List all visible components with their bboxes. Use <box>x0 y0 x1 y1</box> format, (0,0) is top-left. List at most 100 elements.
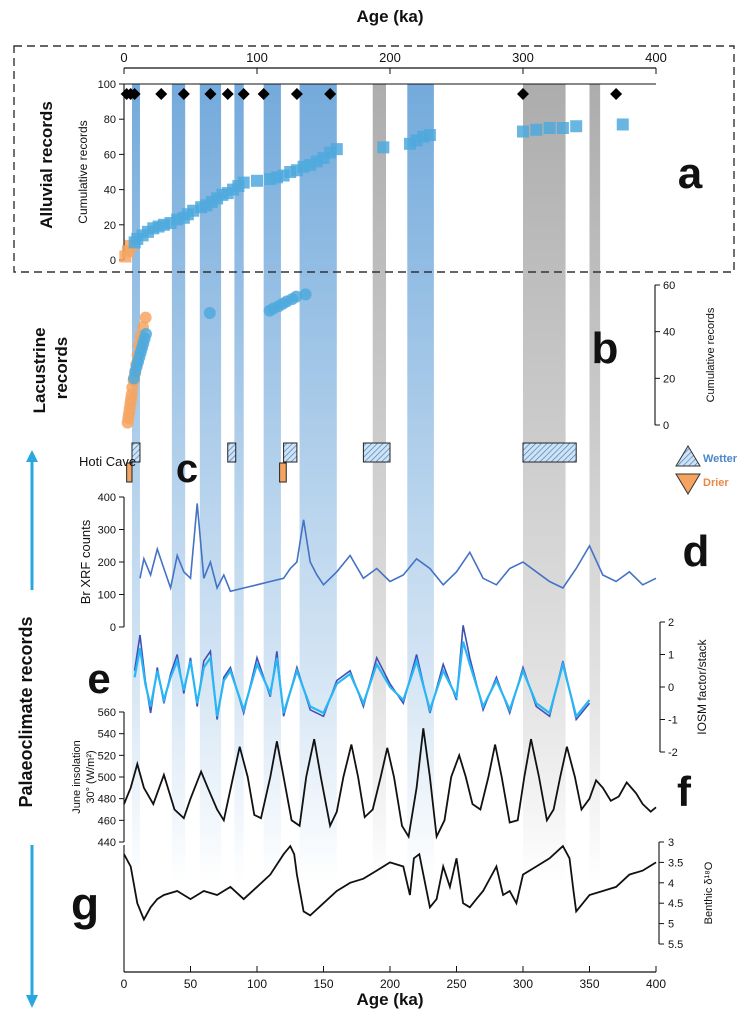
y-tick-label-b: 60 <box>663 280 675 292</box>
alluvial-record-point <box>556 122 569 134</box>
lacustrine-section-label: Lacustrine records <box>30 323 71 414</box>
y-tick-label-a: 40 <box>104 185 116 197</box>
bottom-axis-tick-label: 200 <box>380 977 400 991</box>
y-tick-label-e: 1 <box>668 650 674 662</box>
y-tick-label-g: 3 <box>668 837 674 849</box>
y-tick-label-d: 0 <box>110 622 116 634</box>
alluvial-record-point <box>330 143 343 156</box>
panel-letter-d: d <box>683 527 710 576</box>
iosm-y-label: IOSM factor/stack <box>695 638 709 734</box>
iosm-stack-line <box>133 641 591 719</box>
y-tick-label-f: 520 <box>98 750 116 762</box>
alluvial-record-point <box>517 125 529 138</box>
y-tick-label-d: 300 <box>98 525 116 537</box>
hoti-wetter-interval <box>227 442 237 463</box>
y-tick-label-e: 2 <box>668 617 674 629</box>
y-tick-label-f: 500 <box>98 772 116 784</box>
alluvial-section-label: Alluvial records <box>37 101 56 229</box>
dated-event-diamond <box>610 88 623 100</box>
dry-band <box>523 84 566 884</box>
top-axis-tick-label: 400 <box>645 50 667 65</box>
bottom-axis-tick-label: 300 <box>513 977 533 991</box>
lacustrine-y-label: Cumulative records <box>705 307 717 402</box>
y-tick-label-b: 20 <box>663 373 675 385</box>
bottom-axis-tick-label: 50 <box>184 977 198 991</box>
wet-band <box>299 84 337 884</box>
dated-event-diamond <box>128 88 141 100</box>
hoti-drier-interval <box>279 462 287 483</box>
dated-event-diamond <box>257 88 270 100</box>
wetter-triangle-icon <box>675 445 701 467</box>
y-tick-label-a: 100 <box>98 79 116 91</box>
alluvial-y-label: Cumulative records <box>76 120 90 223</box>
y-tick-label-e: 0 <box>668 682 674 694</box>
panel-letter-e: e <box>87 655 110 702</box>
top-axis-tick-label: 0 <box>120 50 127 65</box>
bottom-axis-tick-label: 400 <box>646 977 666 991</box>
dated-event-diamond <box>221 88 234 100</box>
top-age-axis: 0 100 200 300 400 <box>120 50 667 74</box>
y-tick-label-g: 3.5 <box>668 857 683 869</box>
insolation-series-line <box>123 728 657 840</box>
dated-event-diamond <box>290 88 303 100</box>
alluvial-record-point <box>570 120 583 133</box>
alluvial-record-point <box>616 118 629 131</box>
lacustrine-record-point <box>139 328 152 340</box>
alluvial-record-point <box>237 176 250 189</box>
dated-event-diamond <box>517 88 529 100</box>
panel-letter-b: b <box>592 324 619 373</box>
y-tick-label-f: 560 <box>98 707 116 719</box>
wetter-legend-label: Wetter <box>703 453 738 465</box>
lacustrine-record-point <box>299 288 312 301</box>
dry-band <box>372 84 387 884</box>
climate-bands <box>131 84 601 884</box>
y-tick-label-a: 0 <box>110 255 116 267</box>
bottom-axis-label: Age (ka) <box>356 990 423 1009</box>
y-tick-label-g: 5.5 <box>668 939 683 951</box>
benthic-y-label: Benthic δ¹⁸O <box>703 861 715 924</box>
top-axis-tick-label: 200 <box>379 50 401 65</box>
wet-band <box>407 84 434 884</box>
panel-letter-a: a <box>678 149 703 198</box>
lacustrine-record-point <box>139 311 152 324</box>
y-tick-label-g: 4 <box>668 878 674 890</box>
hoti-wetter-interval <box>522 442 577 463</box>
panel-letter-c: c <box>176 447 198 491</box>
y-tick-label-e: -2 <box>668 747 678 759</box>
dated-event-diamond <box>155 88 168 100</box>
wet-band <box>234 84 244 884</box>
bottom-axis-tick-label: 150 <box>313 977 333 991</box>
dated-event-diamond <box>177 88 190 100</box>
alluvial-record-point <box>377 141 390 154</box>
y-tick-label-e: -1 <box>668 715 678 727</box>
alluvial-record-point <box>251 174 263 187</box>
insolation-y-label-line2: 30° (W/m²) <box>85 750 97 803</box>
dated-event-diamond <box>237 88 250 100</box>
hoti-wetter-interval <box>362 442 391 463</box>
drier-legend: Drier <box>675 473 729 495</box>
benthic-series-line <box>123 844 657 922</box>
wetter-legend: Wetter <box>675 445 738 467</box>
y-tick-label-b: 0 <box>663 420 669 432</box>
top-axis-label: Age (ka) <box>356 7 423 26</box>
alluvial-record-point <box>543 122 556 134</box>
bottom-axis-tick-label: 350 <box>579 977 599 991</box>
y-tick-label-b: 40 <box>663 327 675 339</box>
wet-band <box>199 84 222 884</box>
y-tick-label-d: 100 <box>98 590 116 602</box>
wet-band <box>131 84 140 884</box>
y-tick-label-f: 440 <box>98 837 116 849</box>
wet-band <box>263 84 281 884</box>
alluvial-record-point <box>423 129 436 142</box>
panel-letter-f: f <box>677 768 692 815</box>
hoti-wetter-interval <box>283 442 298 463</box>
hoti-drier-interval <box>126 462 133 483</box>
lacustrine-label-line1: Lacustrine <box>30 327 49 413</box>
y-tick-label-d: 200 <box>98 557 116 569</box>
bottom-axis-tick-label: 0 <box>121 977 128 991</box>
dry-band <box>589 84 601 884</box>
dated-event-diamond <box>204 88 217 100</box>
y-tick-label-a: 80 <box>104 114 116 126</box>
